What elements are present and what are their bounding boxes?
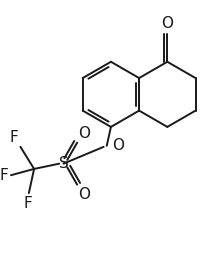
Text: S: S bbox=[59, 156, 68, 171]
Text: F: F bbox=[10, 130, 18, 145]
Text: F: F bbox=[0, 168, 9, 183]
Text: F: F bbox=[23, 196, 32, 211]
Text: O: O bbox=[161, 16, 173, 31]
Text: O: O bbox=[112, 138, 124, 153]
Text: O: O bbox=[78, 126, 90, 141]
Text: O: O bbox=[78, 187, 90, 202]
